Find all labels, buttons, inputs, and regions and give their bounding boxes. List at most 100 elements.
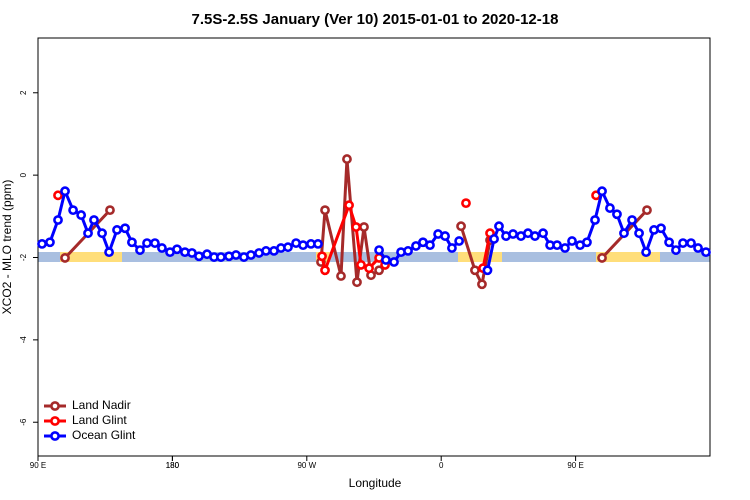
point [612, 209, 622, 220]
point [320, 265, 330, 276]
point [582, 237, 592, 248]
point [359, 222, 369, 232]
plot-frame [37, 37, 711, 457]
point [320, 205, 330, 216]
point [530, 231, 540, 241]
point [120, 223, 130, 234]
land-patch [60, 252, 122, 262]
y-tick-label: -6 [19, 418, 28, 426]
point [364, 263, 374, 274]
point [461, 198, 471, 209]
x-tick-label: 90 W [297, 461, 316, 470]
legend-marker [50, 416, 60, 426]
legend-marker [50, 401, 60, 411]
point [642, 205, 652, 216]
point [104, 247, 114, 258]
point [641, 247, 651, 258]
legend-label: Land Nadir [72, 398, 131, 412]
point [477, 279, 487, 290]
point [53, 190, 63, 201]
point [456, 221, 466, 232]
point [246, 250, 256, 260]
x-tick-label: 0 [439, 461, 444, 470]
point [112, 225, 122, 235]
point [425, 240, 435, 251]
point [60, 253, 70, 263]
point [678, 238, 688, 248]
point [172, 244, 182, 255]
point [142, 238, 152, 248]
legend-marker [50, 431, 60, 441]
point [356, 260, 366, 270]
point [45, 237, 55, 248]
point [313, 239, 323, 249]
point [605, 203, 615, 213]
x-tick-label: 90 E [30, 461, 46, 470]
point [231, 250, 241, 260]
ocean-band [38, 252, 710, 262]
y-tick-label: 0 [19, 172, 28, 177]
point [68, 205, 78, 216]
point [634, 228, 644, 239]
point [671, 245, 681, 255]
point [342, 154, 352, 164]
point [454, 236, 465, 246]
point [597, 253, 607, 263]
point [494, 221, 504, 232]
point [336, 271, 346, 281]
y-axis-label: XCO2 - MLO trend (ppm) [0, 180, 14, 315]
point [283, 242, 293, 253]
point [590, 215, 600, 225]
point [447, 243, 457, 253]
y-tick-label: 2 [19, 90, 28, 95]
x-tick-label: 90 E [567, 461, 583, 470]
point [150, 238, 160, 248]
point [351, 222, 361, 232]
point [489, 234, 499, 244]
point [627, 215, 637, 225]
y-tick-label: -2 [19, 253, 28, 261]
land-patch [596, 252, 660, 262]
point [344, 200, 354, 211]
point [552, 240, 562, 251]
point [389, 257, 399, 267]
point [83, 228, 93, 239]
point [105, 205, 115, 216]
x-axis-label: Longitude [349, 476, 402, 490]
point [693, 243, 703, 253]
point [701, 247, 711, 258]
point [261, 246, 271, 256]
point [89, 215, 99, 225]
x-tick-label: 180 [166, 461, 180, 470]
point [403, 246, 413, 256]
point [216, 252, 226, 262]
point [194, 251, 204, 262]
point [686, 238, 696, 248]
point [135, 245, 145, 255]
chart-title: 7.5S-2.5S January (Ver 10) 2015-01-01 to… [192, 11, 559, 28]
point [482, 265, 493, 276]
point [560, 243, 570, 253]
point [157, 243, 167, 253]
point [597, 186, 607, 197]
point [508, 229, 518, 239]
x-tick-label: 180 [166, 461, 180, 470]
point [440, 231, 450, 241]
legend-label: Ocean Glint [72, 428, 136, 442]
point [60, 186, 70, 197]
point [538, 228, 548, 239]
point [411, 241, 421, 251]
point [352, 277, 362, 288]
point [619, 228, 629, 239]
point [127, 237, 137, 248]
legend-label: Land Glint [72, 413, 127, 427]
point [664, 237, 674, 248]
point [567, 236, 577, 246]
point [374, 245, 384, 255]
point [97, 228, 107, 239]
point [470, 265, 480, 276]
point [374, 265, 384, 276]
land-patch [458, 252, 502, 262]
point [381, 255, 391, 265]
